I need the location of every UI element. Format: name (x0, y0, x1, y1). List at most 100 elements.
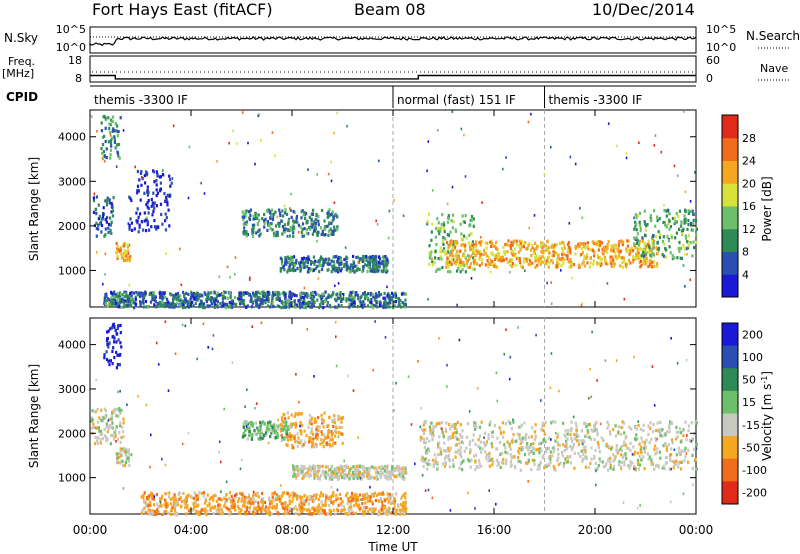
echo-cell (388, 511, 391, 515)
echo-cell (324, 504, 327, 508)
echo-cell (109, 327, 112, 331)
echo-cell (315, 493, 318, 497)
echo-cell (450, 253, 453, 257)
echo-cell (340, 267, 343, 271)
echo-cell (596, 433, 599, 437)
echo-cell (609, 261, 612, 265)
echo-cell (246, 304, 249, 308)
cpid-strip: CPID themis -3300 IF normal (fast) 151 IF… (6, 85, 696, 108)
echo-cell (187, 301, 191, 305)
echo-cell (511, 437, 514, 441)
echo-cell (469, 262, 472, 266)
echo-cell (329, 445, 332, 449)
echo-cell (272, 301, 275, 304)
echo-cell (446, 233, 449, 237)
echo-cell (649, 214, 652, 218)
echo-cell (589, 437, 593, 441)
echo-cell (556, 243, 559, 247)
echo-cell (357, 296, 360, 301)
echo-cell (338, 425, 341, 429)
echo-cell (190, 290, 193, 294)
echo-cell (391, 465, 394, 469)
echo-cell (270, 499, 273, 504)
echo-cell (232, 501, 235, 505)
echo-cell (237, 506, 240, 511)
echo-cell (401, 301, 404, 305)
echo-cell (437, 257, 440, 261)
echo-cell (208, 502, 211, 506)
echo-cell (687, 223, 690, 227)
echo-cell (682, 244, 685, 248)
echo-cell (246, 505, 249, 509)
echo-cell (110, 326, 113, 330)
echo-cell (613, 457, 617, 461)
echo-cell (260, 291, 263, 295)
echo-cell (607, 122, 610, 125)
echo-cell (331, 418, 334, 423)
echo-cell (635, 236, 638, 240)
echo-cell (155, 512, 158, 516)
echo-cell (345, 466, 348, 470)
echo-cell (358, 267, 361, 272)
echo-cell (668, 245, 671, 249)
nsky-label: N.Sky (4, 31, 38, 45)
echo-cell (314, 221, 317, 226)
echo-cell (152, 503, 156, 507)
echo-cell (474, 245, 477, 249)
echo-cell (257, 504, 260, 508)
echo-cell (354, 293, 357, 297)
echo-cell (617, 448, 621, 453)
echo-cell (373, 269, 376, 274)
echo-cell (537, 464, 540, 468)
echo-cell (184, 306, 187, 310)
echo-cell (298, 302, 301, 306)
echo-cell (691, 254, 694, 258)
echo-cell (356, 267, 359, 271)
echo-cell (253, 428, 256, 433)
echo-cell (323, 438, 326, 443)
echo-cell (656, 215, 659, 219)
echo-cell (468, 257, 471, 261)
echo-cell (509, 258, 512, 262)
echo-cell (563, 244, 566, 248)
echo-cell (327, 428, 330, 433)
echo-cell (246, 437, 249, 441)
echo-cell (545, 447, 548, 451)
echo-cell (541, 251, 544, 255)
echo-cell (288, 432, 291, 436)
echo-cell (375, 301, 378, 305)
echo-cell (545, 246, 548, 250)
echo-cell (252, 508, 255, 512)
echo-cell (385, 302, 389, 306)
echo-cell (176, 502, 179, 507)
echo-cell (187, 509, 191, 513)
echo-cell (619, 240, 622, 244)
echo-cell (124, 292, 127, 296)
echo-cell (643, 248, 646, 252)
echo-cell (354, 269, 357, 273)
echo-cell (119, 248, 122, 252)
echo-cell (327, 435, 330, 439)
echo-cell (475, 453, 478, 457)
echo-cell (95, 234, 98, 238)
echo-cell (450, 434, 453, 438)
power-ylabel: Slant Range [km] (27, 157, 41, 261)
echo-cell (687, 244, 690, 248)
echo-cell (107, 140, 110, 144)
echo-cell (557, 253, 560, 257)
echo-cell (447, 214, 450, 218)
echo-cell (224, 290, 227, 294)
echo-cell (257, 431, 260, 435)
echo-cell (131, 228, 134, 232)
echo-cell (293, 436, 296, 441)
echo-cell (665, 214, 668, 218)
echo-cell (287, 219, 290, 223)
echo-cell (134, 295, 137, 299)
echo-cell (445, 252, 448, 256)
echo-cell (471, 243, 474, 247)
echo-cell (324, 299, 327, 303)
ytick-label: 1000 (58, 264, 86, 277)
echo-cell (322, 445, 325, 449)
echo-cell (271, 228, 274, 232)
echo-cell (376, 223, 379, 226)
